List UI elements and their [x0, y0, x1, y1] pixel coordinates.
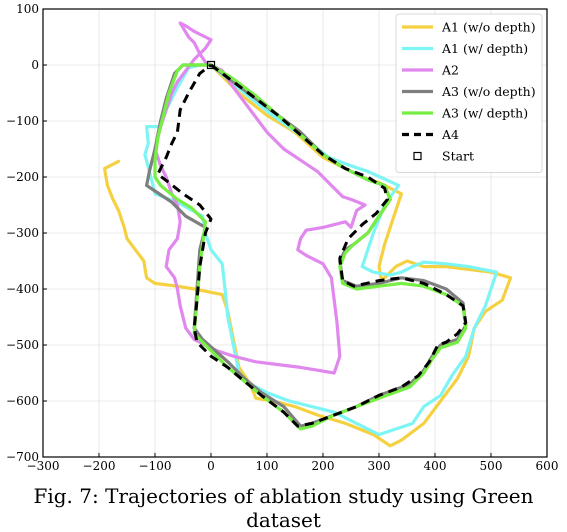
- x-tick-label: 600: [536, 459, 559, 473]
- x-tick-label: 500: [480, 459, 503, 473]
- y-tick-label: −200: [6, 170, 39, 184]
- x-tick-label: 0: [207, 459, 215, 473]
- legend: A1 (w/o depth) A1 (w/ depth) A2 A3 (w/o dep…: [395, 13, 543, 173]
- legend-label-4: A3 (w/ depth): [441, 106, 528, 121]
- series-layer: [103, 21, 513, 448]
- y-tick-label: −700: [6, 450, 39, 464]
- x-tick-label: 200: [312, 459, 335, 473]
- y-tick-label: −600: [6, 394, 39, 408]
- x-tick-label: −300: [27, 459, 60, 473]
- y-tick-label: 0: [31, 58, 39, 72]
- axis-ticks: −300 −200 −100 0 100 200 300 400 500 600 100 0 −100 −…: [6, 2, 558, 473]
- series-line-0: [103, 63, 513, 448]
- x-tick-label: 400: [424, 459, 447, 473]
- legend-marker-start: [413, 151, 422, 161]
- x-tick-label: −100: [139, 459, 172, 473]
- y-tick-label: −400: [6, 282, 39, 296]
- y-tick-label: −300: [6, 226, 39, 240]
- trajectory-chart: −300 −200 −100 0 100 200 300 400 500 600 100 0 −100 −…: [6, 2, 558, 473]
- start-marker: [206, 60, 216, 70]
- y-tick-label: −500: [6, 338, 39, 352]
- legend-label-5: A4: [441, 127, 459, 142]
- legend-label-3: A3 (w/o depth): [441, 84, 536, 99]
- legend-label-2: A2: [441, 63, 459, 78]
- legend-box: [395, 13, 543, 173]
- series-line-2: [153, 21, 367, 375]
- x-tick-label: 100: [256, 459, 279, 473]
- x-tick-label: 300: [368, 459, 391, 473]
- legend-label-start: Start: [442, 149, 474, 164]
- y-tick-label: −100: [6, 114, 39, 128]
- legend-label-1: A1 (w/ depth): [441, 41, 528, 56]
- legend-label-0: A1 (w/o depth): [441, 20, 536, 35]
- marker-layer: [206, 60, 216, 70]
- series-line-5: [156, 63, 468, 428]
- series-line-4: [153, 63, 468, 431]
- figure-caption: Fig. 7: Trajectories of ablation study u…: [33, 484, 534, 532]
- y-tick-label: 100: [16, 2, 39, 16]
- x-tick-label: −200: [83, 459, 116, 473]
